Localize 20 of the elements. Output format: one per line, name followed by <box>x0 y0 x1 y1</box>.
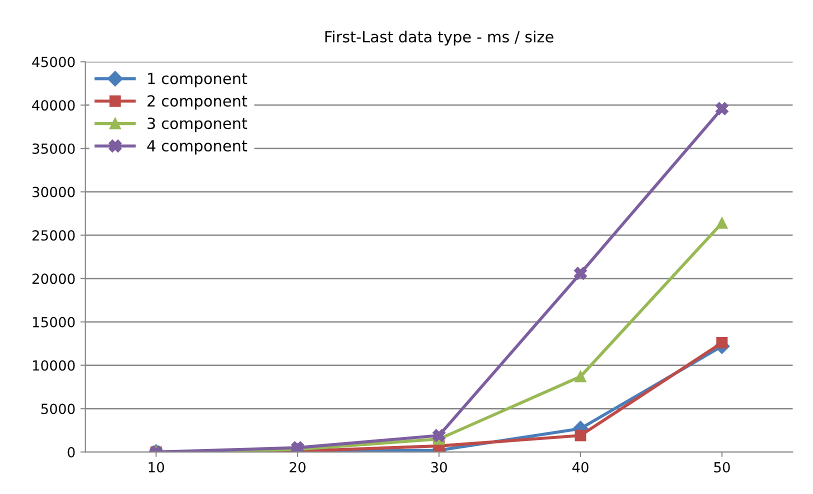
y-tick-label: 30000 <box>32 186 75 198</box>
y-tick-label: 15000 <box>32 316 75 328</box>
x-tick-label: 10 <box>148 462 164 472</box>
legend-label: 4 component <box>147 140 248 155</box>
y-tick-label: 20000 <box>32 274 75 284</box>
y-tick-label: 5000 <box>41 404 75 414</box>
y-tick-label: 10000 <box>32 360 75 371</box>
y-tick-label: 0 <box>68 446 75 458</box>
y-tick-label: 45000 <box>32 56 75 68</box>
x-tick-label: 30 <box>431 462 447 472</box>
x-tick-label: 50 <box>714 462 730 472</box>
chart-title: First-Last data type - ms / size <box>325 30 554 46</box>
x-tick-label: 20 <box>290 462 306 472</box>
legend-label: 1 component <box>148 72 248 88</box>
y-tick-label: 40000 <box>32 100 75 111</box>
x-tick-label: 40 <box>572 462 588 472</box>
y-tick-label: 35000 <box>32 143 75 154</box>
legend-label: 2 component <box>148 95 248 110</box>
y-tick-label: 25000 <box>32 230 75 241</box>
legend-label: 3 component <box>148 118 248 132</box>
